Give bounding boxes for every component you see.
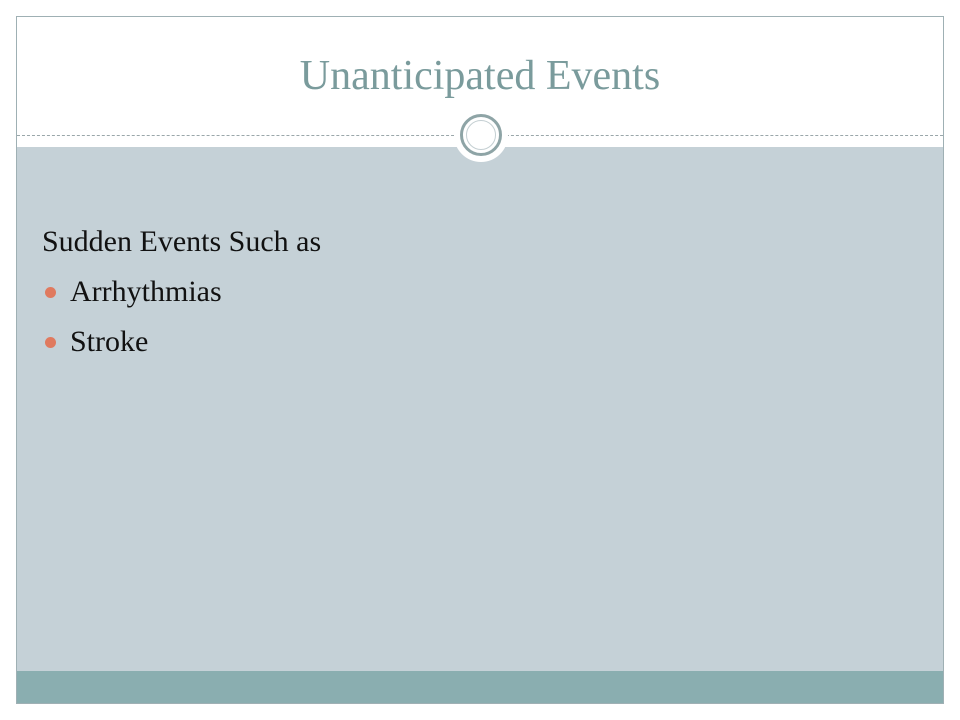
bullet-label: Stroke bbox=[70, 325, 149, 358]
bullet-dot-icon bbox=[45, 337, 56, 348]
bullet-item: Arrhythmias bbox=[42, 273, 321, 311]
bullet-label: Arrhythmias bbox=[70, 275, 222, 308]
lead-text: Sudden Events Such as bbox=[42, 225, 322, 258]
footer-bar bbox=[17, 671, 943, 703]
bullet-item: Stroke bbox=[42, 323, 321, 361]
slide: Unanticipated Events Sudden Events Such … bbox=[16, 16, 944, 704]
body-text: Sudden Events Such as Arrhythmias Stroke bbox=[42, 223, 321, 373]
slide-title: Unanticipated Events bbox=[299, 53, 661, 99]
bullet-dot-icon bbox=[45, 287, 56, 298]
content-area bbox=[17, 147, 943, 671]
circle-ornament-icon bbox=[454, 108, 508, 162]
